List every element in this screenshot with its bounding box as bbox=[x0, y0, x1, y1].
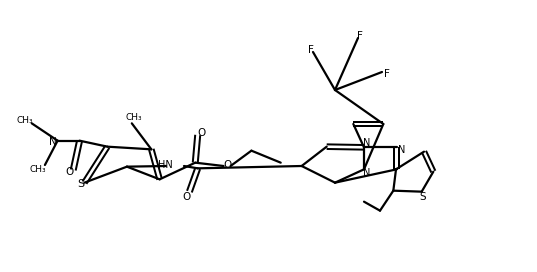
Text: HN: HN bbox=[157, 160, 172, 170]
Text: N: N bbox=[398, 145, 405, 155]
Text: CH₃: CH₃ bbox=[17, 116, 33, 125]
Text: O: O bbox=[223, 160, 231, 170]
Text: F: F bbox=[384, 69, 390, 79]
Text: F: F bbox=[308, 45, 314, 55]
Text: O: O bbox=[182, 192, 191, 202]
Text: N: N bbox=[49, 137, 56, 147]
Text: N: N bbox=[364, 168, 371, 178]
Text: S: S bbox=[77, 179, 84, 189]
Text: CH₃: CH₃ bbox=[126, 113, 142, 122]
Text: O: O bbox=[65, 167, 74, 177]
Text: S: S bbox=[419, 192, 426, 202]
Text: N: N bbox=[364, 138, 371, 148]
Text: F: F bbox=[357, 31, 363, 41]
Text: O: O bbox=[198, 128, 206, 138]
Text: CH₃: CH₃ bbox=[30, 165, 46, 174]
